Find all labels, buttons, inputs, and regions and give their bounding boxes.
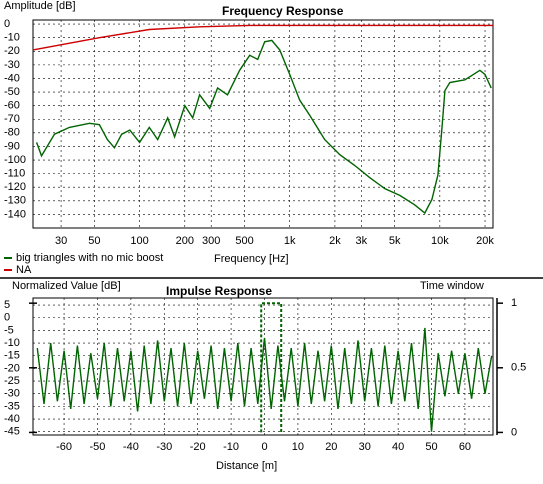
plot-border: [32, 19, 494, 229]
x-tick-label: 10k: [431, 235, 449, 247]
x-tick-label: -20: [190, 441, 206, 453]
y2-tick-label: 1: [511, 297, 517, 309]
x-tick-label: 50: [88, 235, 100, 247]
y-tick-label: -140: [4, 208, 26, 220]
y-tick-label: -100: [4, 154, 26, 166]
x-tick-label: 3k: [356, 235, 368, 247]
y-tick-label: -90: [4, 140, 20, 152]
y-tick-label: -15: [4, 350, 20, 362]
y-tick-label: -60: [4, 100, 20, 112]
chart-title: Impulse Response: [166, 284, 272, 298]
y-tick-label: -10: [4, 32, 20, 44]
y-tick-label: -40: [4, 72, 20, 84]
x-tick-label: 5k: [389, 235, 401, 247]
x-tick-label: 30: [359, 441, 371, 453]
x-tick-label: -40: [123, 441, 139, 453]
x-tick-label: 200: [176, 235, 194, 247]
x-tick-label: -30: [156, 441, 172, 453]
y-tick-label: -130: [4, 195, 26, 207]
y-tick-label: -120: [4, 181, 26, 193]
x-tick-label: 2k: [329, 235, 341, 247]
chart-title: Frequency Response: [222, 4, 344, 18]
y-axis-label: Normalized Value [dB]: [12, 280, 121, 292]
x-tick-label: 500: [235, 235, 253, 247]
y-tick-label: 0: [4, 18, 10, 30]
y-tick-label: -70: [4, 113, 20, 125]
y-tick-label: -50: [4, 86, 20, 98]
y2-tick-label: 0.5: [511, 362, 526, 374]
x-axis-label: Distance [m]: [216, 460, 277, 472]
x-tick-label: 20k: [476, 235, 494, 247]
x-tick-label: 300: [202, 235, 220, 247]
y-tick-label: -35: [4, 400, 20, 412]
y-tick-label: 0: [4, 312, 10, 324]
x-tick-label: 0: [261, 441, 267, 453]
y-tick-label: -30: [4, 388, 20, 400]
y-tick-label: -5: [4, 324, 14, 336]
y-tick-label: -80: [4, 127, 20, 139]
y-tick-label: -45: [4, 426, 20, 438]
x-tick-label: 50: [425, 441, 437, 453]
legend-label: NA: [16, 264, 32, 276]
series-line: [36, 327, 493, 432]
legend-label: big triangles with no mic boost: [16, 252, 163, 264]
x-tick-label: 1k: [284, 235, 296, 247]
x-tick-label: 40: [392, 441, 404, 453]
x-tick-label: -10: [223, 441, 239, 453]
x-tick-label: -60: [56, 441, 72, 453]
x-tick-label: 10: [292, 441, 304, 453]
y-tick-label: -20: [4, 45, 20, 57]
y2-axis-label: Time window: [420, 280, 484, 292]
plot-border: [32, 297, 494, 436]
y-tick-label: -25: [4, 375, 20, 387]
series-line: [35, 39, 492, 215]
y-tick-label: -20: [4, 362, 20, 374]
y-tick-label: -10: [4, 337, 20, 349]
y-tick-label: -110: [4, 168, 25, 180]
y-tick-label: -40: [4, 413, 20, 425]
series-line: [32, 24, 493, 51]
y-tick-label: -30: [4, 59, 20, 71]
x-tick-label: 30: [55, 235, 67, 247]
x-axis-label: Frequency [Hz]: [214, 253, 289, 265]
y-axis-label: Amplitude [dB]: [4, 0, 76, 12]
x-tick-label: 20: [325, 441, 337, 453]
x-tick-label: 100: [130, 235, 148, 247]
y-tick-label: 5: [4, 299, 10, 311]
x-tick-label: 60: [459, 441, 471, 453]
y2-tick-label: 0: [511, 426, 517, 438]
x-tick-label: -50: [90, 441, 106, 453]
